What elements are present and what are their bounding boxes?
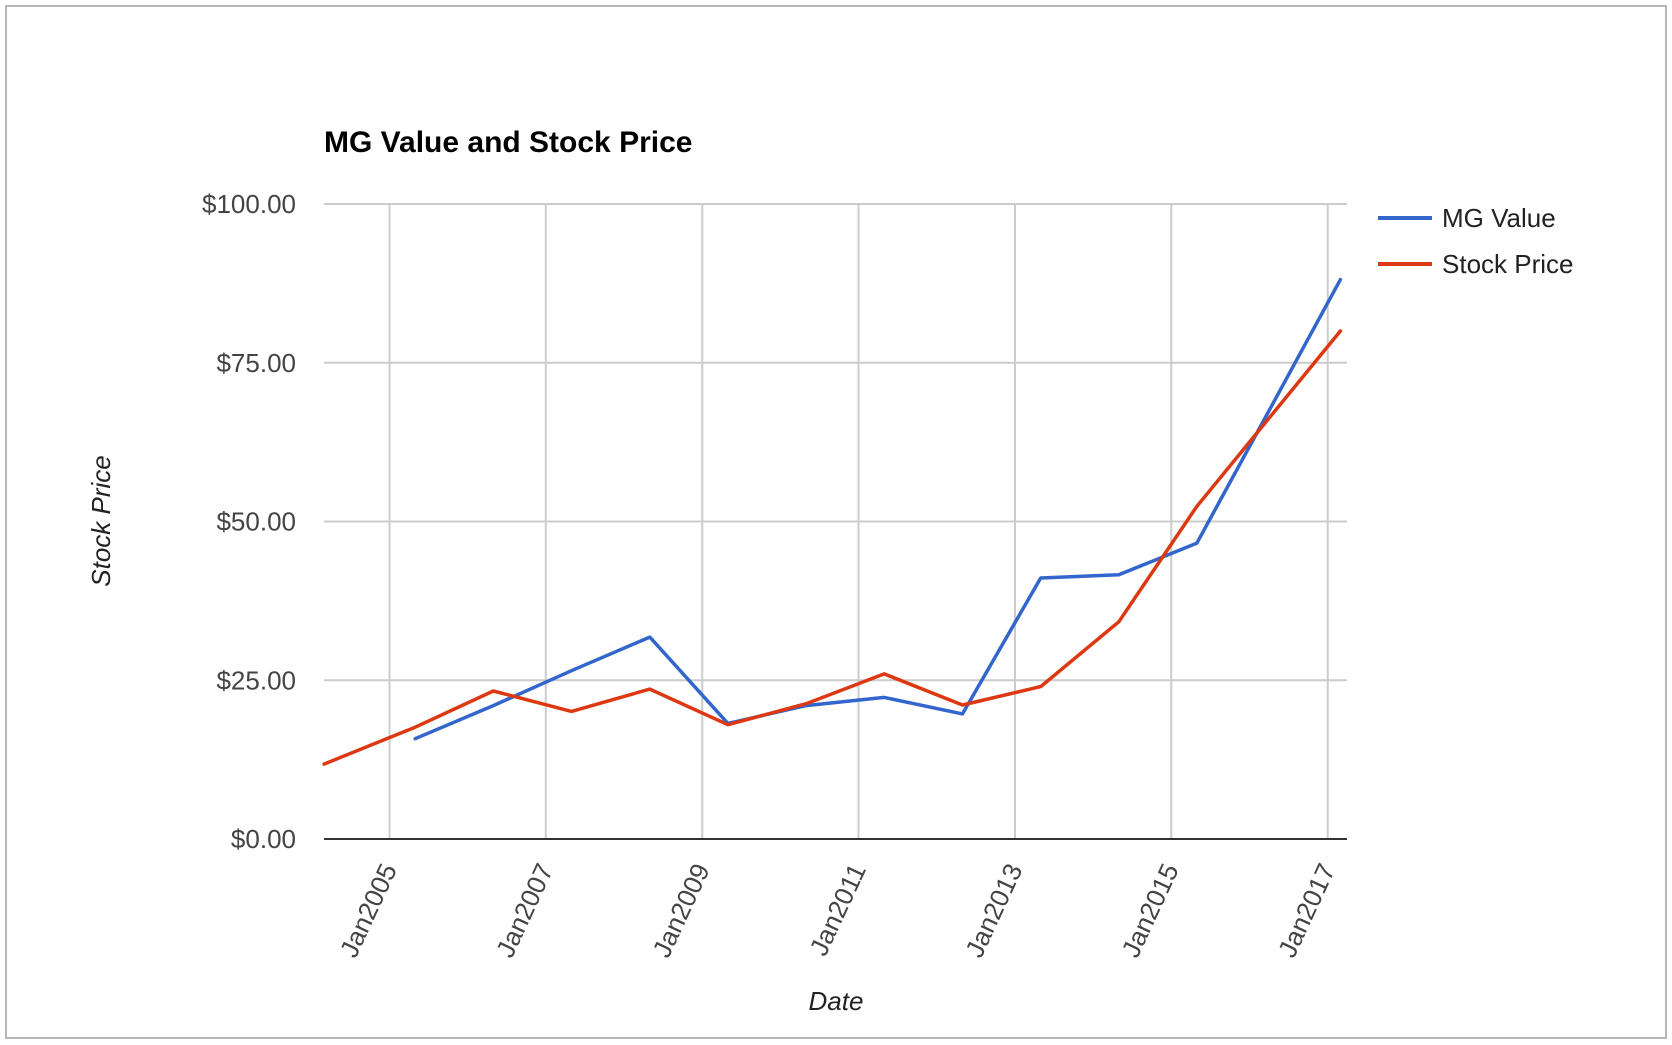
y-tick-label: $50.00 bbox=[216, 507, 296, 537]
legend: MG Value Stock Price bbox=[1378, 203, 1574, 279]
y-axis-title: Stock Price bbox=[86, 455, 116, 587]
gridlines bbox=[324, 203, 1347, 839]
series-line-mg-value bbox=[413, 277, 1343, 741]
y-axis-ticks: $0.00 $25.00 $50.00 $75.00 $100.00 bbox=[202, 189, 296, 854]
legend-label-stock-price: Stock Price bbox=[1442, 249, 1574, 279]
legend-label-mg-value: MG Value bbox=[1442, 203, 1556, 233]
y-tick-label: $25.00 bbox=[216, 665, 296, 695]
chart-title: MG Value and Stock Price bbox=[324, 126, 692, 159]
y-tick-label: $75.00 bbox=[216, 348, 296, 378]
y-tick-label: $100.00 bbox=[202, 189, 296, 219]
x-axis-title: Date bbox=[809, 986, 864, 1016]
series-lines bbox=[322, 277, 1343, 766]
y-tick-label: $0.00 bbox=[231, 824, 296, 854]
